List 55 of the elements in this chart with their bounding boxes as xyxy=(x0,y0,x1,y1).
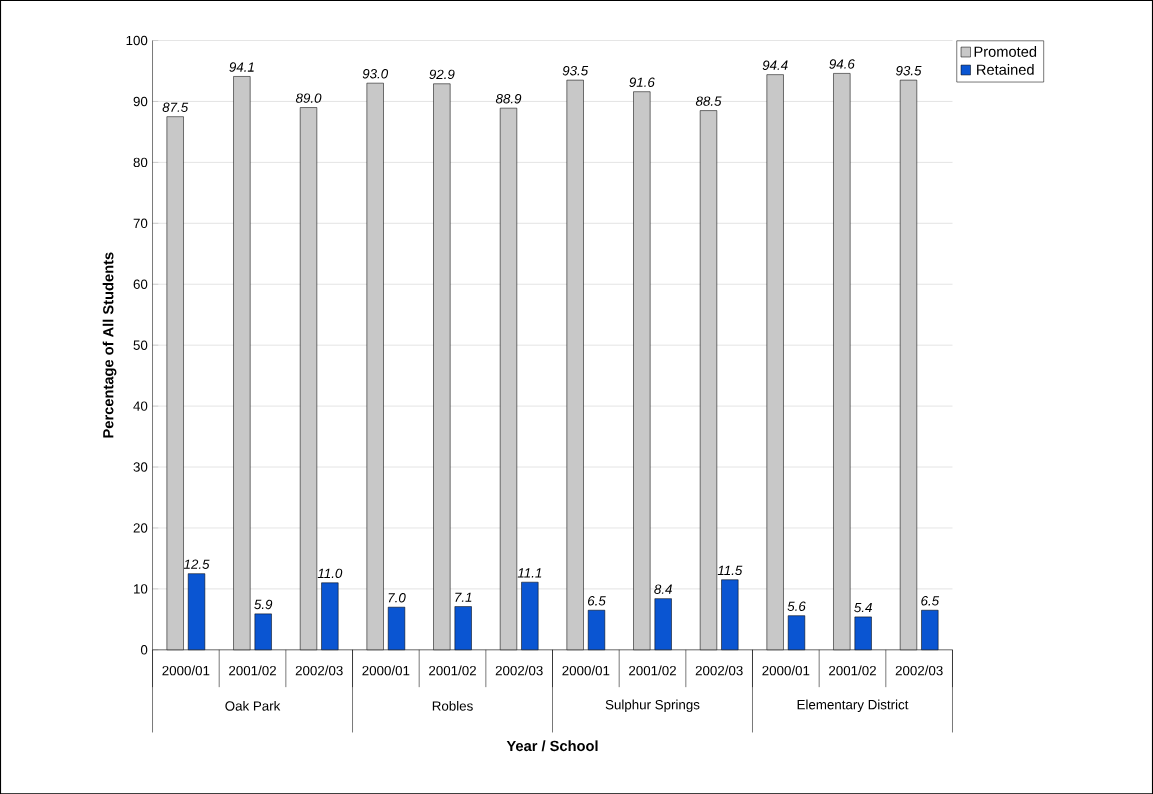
y-tick-label: 70 xyxy=(133,218,148,228)
y-tick-label: 60 xyxy=(133,279,148,289)
x-tick-label: 2000/01 xyxy=(562,665,610,676)
data-label: 5.9 xyxy=(254,599,273,609)
data-label: 91.6 xyxy=(629,77,655,87)
x-tick-label: 2000/01 xyxy=(762,665,810,676)
data-label: 89.0 xyxy=(295,93,322,103)
x-tick-label: 2001/02 xyxy=(829,665,876,676)
data-label: 11.1 xyxy=(517,568,542,578)
x-tick-label: 2001/02 xyxy=(629,665,676,676)
y-tick-label: 100 xyxy=(126,35,148,46)
data-label: 7.1 xyxy=(455,592,472,602)
x-tick-label: 2002/03 xyxy=(295,665,343,676)
data-label: 88.5 xyxy=(695,96,722,106)
legend-label: Promoted xyxy=(974,45,1037,57)
data-label: 5.6 xyxy=(787,601,806,611)
data-label: 8.4 xyxy=(654,584,672,594)
y-tick-label: 0 xyxy=(140,644,148,655)
x-tick-label: 2000/01 xyxy=(362,665,410,676)
y-tick-label: 50 xyxy=(133,340,148,350)
data-label: 94.6 xyxy=(829,59,855,69)
text: Robles xyxy=(432,700,473,711)
data-label: 94.4 xyxy=(762,60,788,70)
x-tick-label: 2000/01 xyxy=(162,665,210,676)
data-label: 87.5 xyxy=(162,102,189,112)
data-label: 5.4 xyxy=(854,602,872,613)
x-tick-label: 2002/03 xyxy=(695,665,743,676)
text: Oak Park xyxy=(225,700,281,711)
y-tick-label: 30 xyxy=(133,462,148,472)
y-tick-label: 20 xyxy=(133,523,148,533)
text: Elementary District xyxy=(797,699,909,712)
y-tick-label: 90 xyxy=(133,96,148,106)
x-axis-title: Year / School xyxy=(506,740,598,752)
data-label: 11.5 xyxy=(717,565,743,575)
y-axis-title: Percentage of All Students xyxy=(102,252,117,438)
data-label: 12.5 xyxy=(183,559,210,569)
data-label: 7.0 xyxy=(388,592,406,603)
x-tick-label: 2001/02 xyxy=(429,665,476,676)
data-label: 6.5 xyxy=(921,595,940,606)
y-tick-label: 10 xyxy=(134,584,148,594)
data-label: 93.5 xyxy=(562,65,589,76)
data-label: 11.0 xyxy=(317,568,343,578)
y-tick-label: 40 xyxy=(133,401,148,411)
x-tick-label: 2002/03 xyxy=(895,665,943,676)
data-label: 92.9 xyxy=(429,69,455,79)
legend-label: Retained xyxy=(977,63,1034,75)
data-label: 93.0 xyxy=(362,68,389,79)
data-label: 6.5 xyxy=(587,595,606,606)
x-tick-label: 2002/03 xyxy=(495,665,543,676)
data-label: 94.1 xyxy=(229,62,254,72)
data-label: 88.9 xyxy=(495,93,522,104)
text: Sulphur Springs xyxy=(605,699,700,712)
x-tick-label: 2001/02 xyxy=(229,665,276,676)
y-tick-label: 80 xyxy=(133,157,148,167)
data-label: 93.5 xyxy=(895,65,922,76)
